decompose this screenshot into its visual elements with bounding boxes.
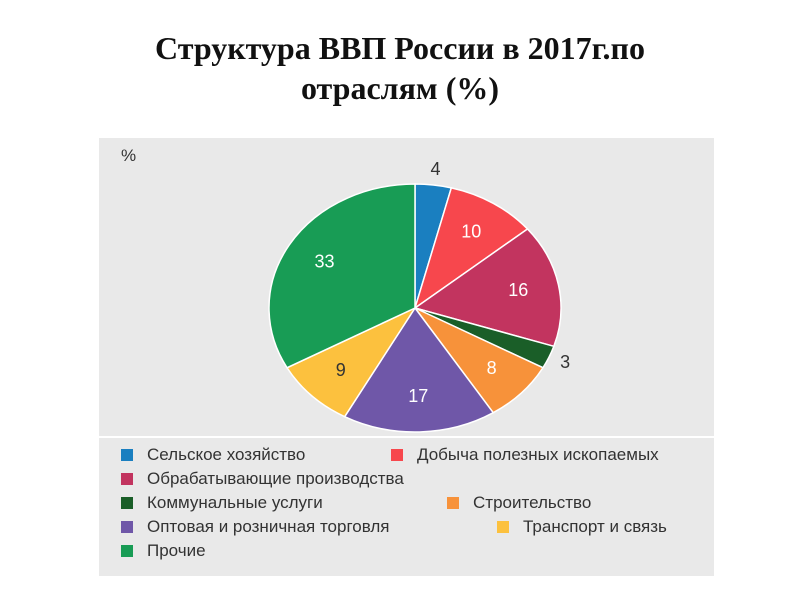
legend-label: Прочие bbox=[147, 541, 206, 560]
legend-swatch bbox=[121, 473, 133, 485]
legend-swatch bbox=[497, 521, 509, 533]
slice-value-label: 3 bbox=[560, 352, 570, 372]
slice-value-label: 9 bbox=[336, 360, 346, 380]
title-line-1: Структура ВВП России в 2017г.по bbox=[155, 30, 645, 66]
legend-label: Транспорт и связь bbox=[523, 517, 667, 536]
legend-item: Добыча полезных ископаемых bbox=[391, 445, 659, 465]
legend-label: Обрабатывающие производства bbox=[147, 469, 404, 488]
legend-swatch bbox=[121, 449, 133, 461]
slice-value-label: 33 bbox=[314, 251, 334, 271]
chart-title: Структура ВВП России в 2017г.по отраслям… bbox=[0, 28, 800, 108]
legend-swatch bbox=[391, 449, 403, 461]
legend-label: Добыча полезных ископаемых bbox=[417, 445, 659, 464]
title-line-2: отраслям (%) bbox=[300, 70, 500, 106]
legend-item: Обрабатывающие производства bbox=[121, 469, 404, 489]
slice-value-label: 10 bbox=[461, 221, 481, 241]
legend-item: Коммунальные услуги bbox=[121, 493, 323, 513]
unit-label: % bbox=[121, 146, 137, 165]
legend-item: Сельское хозяйство bbox=[121, 445, 305, 465]
legend-label: Строительство bbox=[473, 493, 592, 512]
legend-item: Транспорт и связь bbox=[497, 517, 667, 537]
slice-value-label: 4 bbox=[430, 159, 440, 179]
legend-item: Строительство bbox=[447, 493, 591, 513]
slice-value-label: 17 bbox=[408, 386, 428, 406]
pie-slice bbox=[413, 227, 562, 348]
pie-slice bbox=[268, 183, 416, 369]
slice-value-label: 8 bbox=[487, 358, 497, 378]
pie-slice bbox=[413, 187, 529, 310]
legend-divider bbox=[99, 436, 714, 438]
pie-slice bbox=[285, 306, 418, 418]
legend: Сельское хозяйство Добыча полезных ископа… bbox=[99, 438, 714, 576]
chart-panel: % 4 10 16 3 8 17 9 33 Сельское хозяйство Добыча … bbox=[99, 138, 714, 576]
legend-swatch bbox=[447, 497, 459, 509]
legend-item: Оптовая и розничная торговля bbox=[121, 517, 390, 537]
legend-item: Прочие bbox=[121, 541, 206, 561]
pie-slice bbox=[343, 306, 495, 433]
slice-value-label: 16 bbox=[508, 280, 528, 300]
legend-label: Сельское хозяйство bbox=[147, 445, 306, 464]
pie-chart: 4 10 16 3 8 17 9 33 bbox=[268, 159, 570, 433]
legend-swatch bbox=[121, 545, 133, 557]
legend-swatch bbox=[121, 521, 133, 533]
legend-label: Коммунальные услуги bbox=[147, 493, 323, 512]
legend-label: Оптовая и розничная торговля bbox=[147, 517, 390, 536]
legend-swatch bbox=[121, 497, 133, 509]
